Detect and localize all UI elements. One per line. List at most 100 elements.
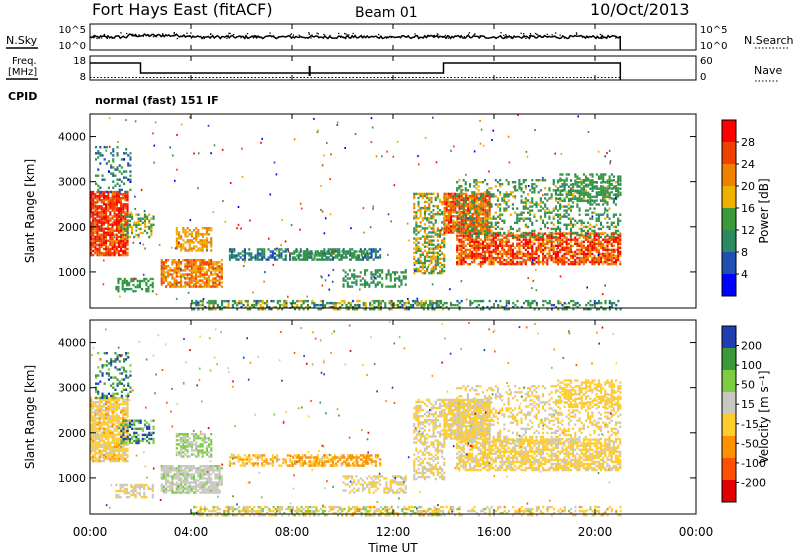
power-cell [486,191,489,194]
power-cell [559,227,562,231]
nsearch-dot [142,35,144,37]
power-cell [111,197,114,200]
power-cell [496,225,499,229]
power-cell [113,223,116,226]
power-cell [283,303,286,307]
power-cell [184,285,187,288]
power-cell [291,299,294,303]
power-cell [552,207,555,210]
power-cell [98,217,101,220]
nsearch-dot [483,35,485,37]
nsearch-dot [126,32,128,35]
power-cell [482,299,485,303]
power-cell [568,301,571,305]
power-cell [481,260,484,264]
power-cell [100,241,103,245]
power-cell [486,244,489,247]
power-cell [343,301,346,305]
power-cell [98,251,101,255]
power-cell [473,191,476,194]
power-cell [480,211,483,214]
power-cell [299,248,302,251]
power-cell [619,213,622,216]
power-cell [460,191,463,194]
power-cell [518,242,521,245]
power-cell [117,225,120,228]
power-cell [379,273,382,276]
power-cell [544,215,547,218]
power-cell [535,260,538,264]
power-cell [218,261,221,264]
power-cell [533,234,536,237]
power-cell [503,207,506,210]
power-cell [617,254,620,258]
colorbar-tick-label: 20 [741,180,755,193]
power-cell [141,221,144,224]
power-ylabel: Slant Range [km] [23,159,37,263]
power-cell [469,303,472,307]
power-cell [481,240,484,243]
power-cell [160,283,163,286]
power-cell [576,238,579,241]
power-cell [582,246,585,249]
power-cell [197,235,200,238]
power-cell [153,161,155,164]
freq-line [90,62,622,80]
power-cell [535,203,538,206]
power-cell [341,254,344,257]
power-cell [111,231,114,234]
power-cell [531,185,534,188]
power-cell [203,239,206,242]
power-cell [122,205,125,208]
nsearch-dot [551,34,553,36]
power-cell [98,227,101,230]
power-cell [619,246,622,249]
power-cell [182,269,185,272]
power-cell [595,250,598,254]
power-cell [608,193,611,196]
power-cell [418,301,421,305]
power-cell [480,223,483,226]
power-cell [98,249,101,253]
power-cell [126,233,129,236]
power-cell [462,203,465,206]
power-cell [182,273,185,276]
power-cell [107,197,110,200]
power-cell [546,301,549,305]
nsearch-dot [160,35,162,37]
nsearch-dot [596,35,598,38]
power-cell [330,250,333,253]
power-cell [552,248,555,252]
power-cell [207,267,210,270]
power-cell [507,299,510,303]
power-cell [439,261,442,265]
power-cell [434,265,437,269]
power-cell [533,250,536,254]
power-cell [458,225,461,229]
power-cell [107,219,110,222]
power-cell [177,271,180,274]
power-cell [524,240,527,243]
colorbar-tick-label: 12 [741,224,755,237]
power-cell [419,215,422,218]
power-cell [432,235,435,238]
power-cell [511,235,514,239]
power-cell [413,192,416,196]
power-cell [542,248,545,252]
power-cell [595,256,598,260]
power-cell [203,283,206,286]
power-cell [332,308,335,311]
power-cell [486,200,489,204]
power-cell [231,299,234,303]
power-cell [486,248,489,252]
power-cell [518,252,521,256]
power-cell [328,258,331,261]
power-cell [602,244,605,247]
power-cell [537,240,540,243]
power-cell [499,213,502,216]
power-cell [353,273,356,276]
power-cell [471,246,474,249]
power-cell [612,175,615,178]
power-cell [591,262,594,266]
power-cell [334,306,337,309]
